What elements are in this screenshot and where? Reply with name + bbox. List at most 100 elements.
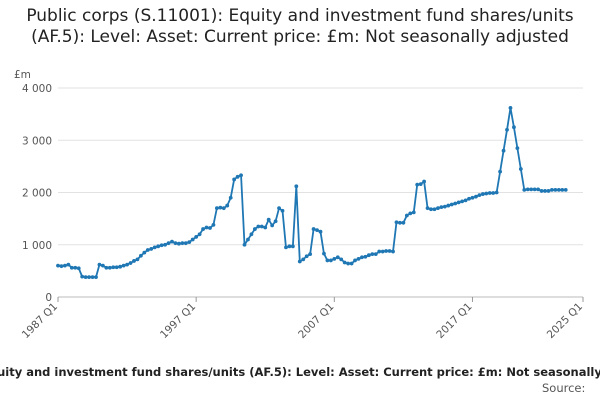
data-point[interactable] — [429, 207, 433, 212]
data-point[interactable] — [418, 182, 423, 187]
data-point[interactable] — [211, 222, 216, 227]
data-point[interactable] — [197, 232, 202, 237]
data-point[interactable] — [408, 211, 413, 216]
data-point[interactable] — [290, 244, 295, 249]
data-point[interactable] — [76, 266, 81, 271]
data-point[interactable] — [366, 253, 371, 258]
data-point[interactable] — [518, 167, 523, 171]
data-point[interactable] — [480, 192, 485, 196]
data-point[interactable] — [263, 225, 268, 230]
data-point[interactable] — [246, 237, 250, 242]
data-point[interactable] — [69, 265, 74, 270]
data-point[interactable] — [474, 194, 478, 199]
data-point[interactable] — [470, 195, 475, 200]
data-point[interactable] — [239, 173, 243, 178]
data-point[interactable] — [332, 256, 337, 261]
data-point[interactable] — [522, 187, 527, 192]
data-point[interactable] — [242, 242, 247, 247]
data-point[interactable] — [204, 225, 209, 230]
data-point[interactable] — [556, 187, 561, 192]
data-point[interactable] — [266, 217, 271, 222]
data-point[interactable] — [387, 249, 392, 253]
data-point[interactable] — [456, 200, 461, 205]
data-point[interactable] — [525, 187, 530, 192]
data-point[interactable] — [449, 202, 454, 207]
data-point[interactable] — [363, 254, 368, 259]
data-point[interactable] — [301, 257, 306, 262]
data-point[interactable] — [536, 187, 540, 192]
data-point[interactable] — [277, 206, 281, 211]
data-point[interactable] — [550, 187, 554, 192]
data-point[interactable] — [221, 206, 226, 211]
data-point[interactable] — [252, 227, 257, 231]
data-point[interactable] — [491, 191, 496, 195]
data-point[interactable] — [128, 261, 133, 265]
data-point[interactable] — [107, 265, 112, 270]
data-point[interactable] — [422, 179, 427, 184]
data-point[interactable] — [543, 189, 547, 193]
data-point[interactable] — [442, 204, 447, 209]
data-point[interactable] — [208, 226, 212, 230]
data-point[interactable] — [118, 264, 123, 269]
data-point[interactable] — [508, 105, 513, 110]
data-point[interactable] — [335, 255, 340, 260]
data-point[interactable] — [111, 265, 116, 270]
data-point[interactable] — [132, 259, 136, 263]
data-point[interactable] — [353, 258, 357, 263]
data-point[interactable] — [380, 249, 385, 254]
data-point[interactable] — [436, 206, 440, 211]
data-point[interactable] — [439, 205, 444, 210]
data-point[interactable] — [494, 190, 499, 195]
data-point[interactable] — [318, 229, 323, 234]
data-point[interactable] — [80, 274, 85, 279]
data-point[interactable] — [125, 262, 129, 267]
data-point[interactable] — [66, 262, 71, 267]
data-point[interactable] — [311, 227, 316, 231]
data-point[interactable] — [563, 187, 568, 192]
data-point[interactable] — [360, 255, 364, 260]
data-point[interactable] — [377, 249, 382, 254]
data-point[interactable] — [284, 245, 288, 250]
data-point[interactable] — [273, 219, 278, 224]
data-point[interactable] — [225, 203, 230, 208]
data-point[interactable] — [297, 259, 302, 264]
data-point[interactable] — [394, 220, 399, 225]
data-point[interactable] — [97, 262, 102, 267]
data-point[interactable] — [83, 275, 88, 280]
data-point[interactable] — [322, 251, 326, 256]
data-point[interactable] — [235, 174, 240, 179]
data-point[interactable] — [180, 241, 185, 246]
data-point[interactable] — [294, 184, 299, 189]
data-point[interactable] — [346, 261, 351, 266]
data-point[interactable] — [152, 245, 157, 250]
data-point[interactable] — [159, 243, 164, 248]
data-point[interactable] — [467, 196, 471, 201]
data-point[interactable] — [228, 195, 233, 200]
data-point[interactable] — [194, 235, 199, 239]
data-point[interactable] — [73, 265, 78, 270]
data-point[interactable] — [173, 241, 178, 246]
data-point[interactable] — [259, 224, 264, 229]
data-point[interactable] — [404, 213, 409, 218]
data-point[interactable] — [342, 260, 347, 265]
data-point[interactable] — [287, 244, 292, 249]
data-point[interactable] — [560, 187, 565, 192]
data-point[interactable] — [121, 263, 126, 268]
data-point[interactable] — [218, 205, 223, 210]
data-point[interactable] — [135, 257, 140, 262]
data-point[interactable] — [94, 275, 98, 280]
data-point[interactable] — [453, 201, 458, 206]
data-point[interactable] — [401, 220, 406, 225]
data-point[interactable] — [87, 275, 91, 280]
data-point[interactable] — [149, 247, 154, 251]
data-point[interactable] — [356, 256, 361, 261]
data-point[interactable] — [256, 224, 261, 229]
data-point[interactable] — [529, 187, 534, 192]
data-point[interactable] — [104, 265, 109, 270]
data-point[interactable] — [166, 241, 171, 246]
data-point[interactable] — [484, 191, 489, 196]
data-point[interactable] — [138, 253, 143, 258]
data-point[interactable] — [487, 191, 492, 195]
data-point[interactable] — [308, 252, 313, 257]
data-point[interactable] — [328, 258, 333, 263]
